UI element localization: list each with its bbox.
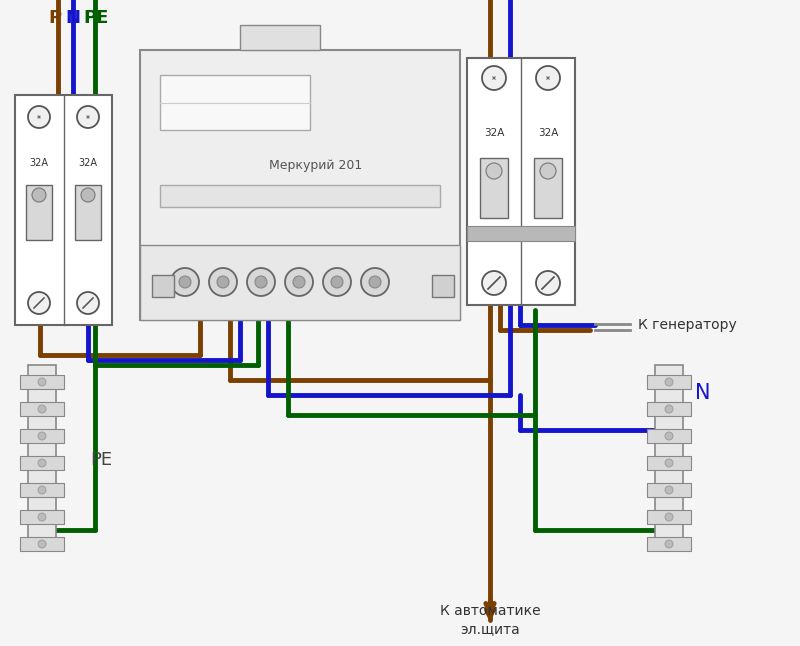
- Circle shape: [38, 378, 46, 386]
- Bar: [467, 226, 575, 241]
- Text: P: P: [49, 9, 62, 27]
- Bar: [15, 95, 112, 325]
- Text: Меркурий 201: Меркурий 201: [270, 158, 362, 171]
- Circle shape: [665, 540, 673, 548]
- Bar: [20, 510, 64, 524]
- Circle shape: [369, 276, 381, 288]
- Bar: [534, 158, 562, 218]
- Circle shape: [536, 271, 560, 295]
- Circle shape: [38, 459, 46, 467]
- Bar: [20, 429, 64, 443]
- Bar: [160, 75, 310, 130]
- Circle shape: [293, 276, 305, 288]
- Circle shape: [361, 268, 389, 296]
- Bar: [28, 365, 56, 545]
- Bar: [20, 537, 64, 551]
- Text: 32A: 32A: [78, 158, 98, 168]
- Text: К автоматике
эл.щита: К автоматике эл.щита: [440, 603, 540, 636]
- Bar: [647, 537, 691, 551]
- Circle shape: [247, 268, 275, 296]
- Circle shape: [77, 292, 99, 314]
- Circle shape: [38, 486, 46, 494]
- Bar: [647, 456, 691, 470]
- Circle shape: [255, 276, 267, 288]
- Circle shape: [665, 405, 673, 413]
- Circle shape: [486, 163, 502, 179]
- Circle shape: [540, 163, 556, 179]
- Text: PE: PE: [83, 9, 109, 27]
- Circle shape: [323, 268, 351, 296]
- Circle shape: [665, 513, 673, 521]
- Bar: [20, 375, 64, 389]
- Circle shape: [331, 276, 343, 288]
- Circle shape: [38, 405, 46, 413]
- Text: 32A: 32A: [30, 158, 49, 168]
- Circle shape: [38, 432, 46, 440]
- Bar: [20, 402, 64, 416]
- Text: 32A: 32A: [484, 128, 504, 138]
- Circle shape: [285, 268, 313, 296]
- Bar: [20, 456, 64, 470]
- Circle shape: [536, 66, 560, 90]
- Circle shape: [77, 106, 99, 128]
- Bar: [140, 50, 460, 320]
- Circle shape: [665, 378, 673, 386]
- Bar: [432, 275, 454, 297]
- Bar: [647, 510, 691, 524]
- Bar: [240, 25, 320, 50]
- Bar: [647, 402, 691, 416]
- Circle shape: [665, 432, 673, 440]
- Bar: [26, 185, 52, 240]
- Bar: [655, 365, 683, 545]
- Circle shape: [482, 66, 506, 90]
- Bar: [152, 275, 174, 297]
- Circle shape: [179, 276, 191, 288]
- Circle shape: [38, 540, 46, 548]
- Circle shape: [171, 268, 199, 296]
- Circle shape: [81, 188, 95, 202]
- Circle shape: [665, 486, 673, 494]
- Text: 32A: 32A: [538, 128, 558, 138]
- Text: К генератору: К генератору: [638, 318, 737, 332]
- Bar: [480, 158, 508, 218]
- Bar: [140, 245, 460, 320]
- Circle shape: [482, 271, 506, 295]
- Text: N: N: [695, 383, 710, 403]
- Bar: [647, 483, 691, 497]
- Circle shape: [217, 276, 229, 288]
- Circle shape: [665, 459, 673, 467]
- Circle shape: [28, 292, 50, 314]
- Text: PE: PE: [90, 451, 112, 469]
- Bar: [467, 58, 575, 305]
- Bar: [75, 185, 101, 240]
- Bar: [647, 429, 691, 443]
- Bar: [647, 375, 691, 389]
- Circle shape: [38, 513, 46, 521]
- Circle shape: [209, 268, 237, 296]
- Bar: [20, 483, 64, 497]
- Bar: [160, 185, 440, 207]
- Circle shape: [28, 106, 50, 128]
- Circle shape: [32, 188, 46, 202]
- Text: N: N: [66, 9, 81, 27]
